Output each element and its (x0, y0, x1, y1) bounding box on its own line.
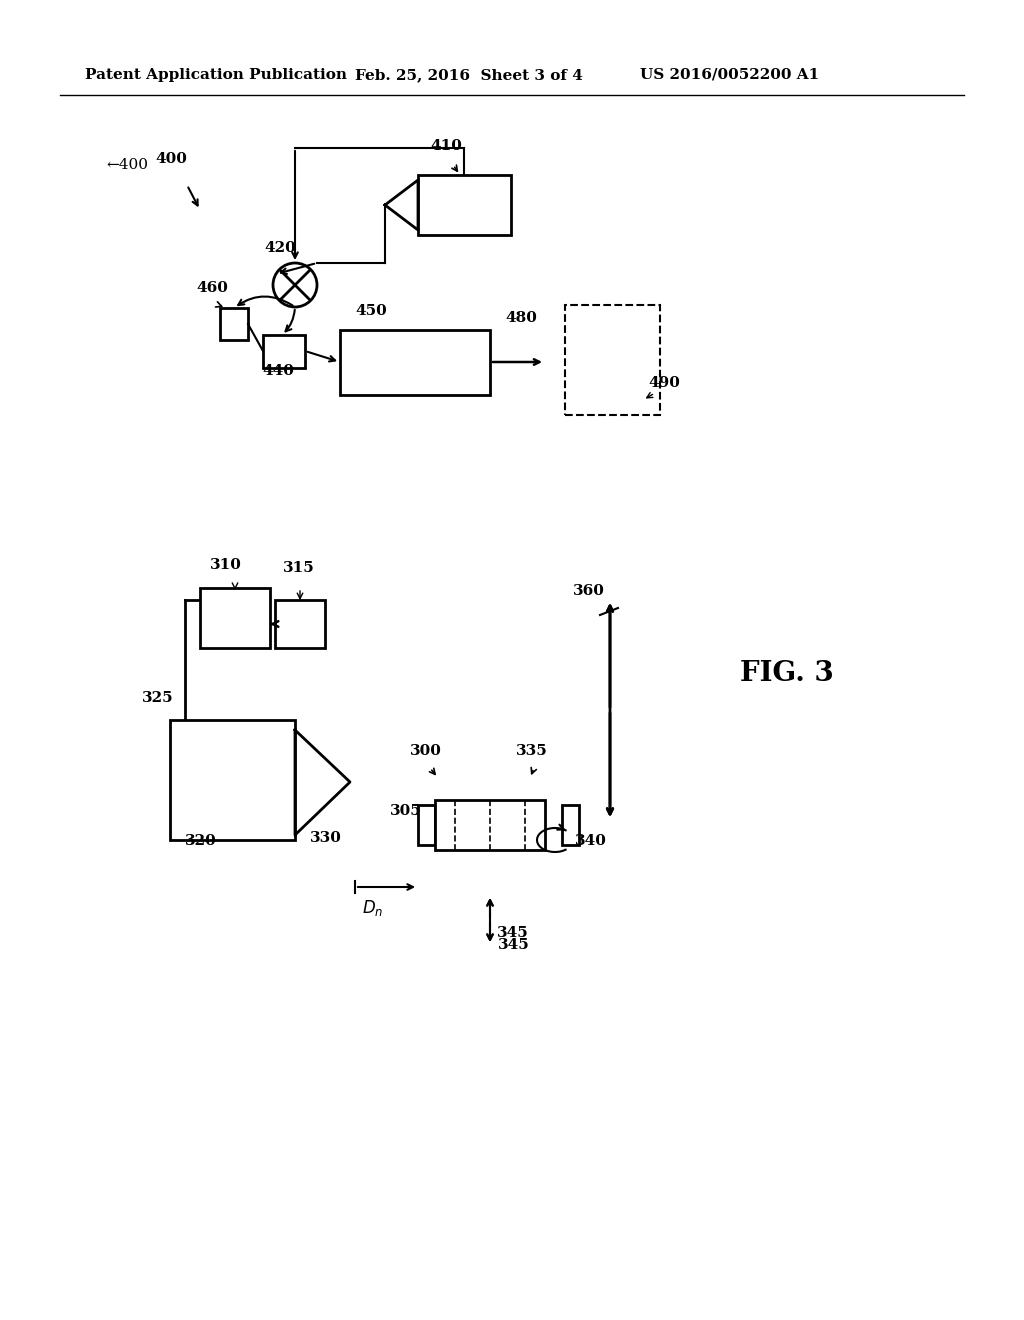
Text: 345: 345 (497, 927, 528, 940)
Bar (435, 800, 545, 850)
Text: 310: 310 (210, 558, 242, 572)
Text: 300: 300 (410, 744, 442, 758)
Bar (562, 805, 579, 845)
Text: 420: 420 (264, 242, 296, 255)
Polygon shape (295, 730, 350, 836)
Text: 480: 480 (505, 312, 537, 325)
Bar (170, 719, 295, 840)
Text: US 2016/0052200 A1: US 2016/0052200 A1 (640, 69, 819, 82)
Text: 325: 325 (142, 690, 174, 705)
Bar (220, 308, 248, 341)
Text: 315: 315 (283, 561, 314, 576)
Bar (340, 330, 490, 395)
Text: 440: 440 (262, 364, 294, 378)
Text: 490: 490 (648, 376, 680, 389)
Text: 320: 320 (185, 834, 217, 847)
Text: $D_n$: $D_n$ (362, 898, 383, 917)
Text: Patent Application Publication: Patent Application Publication (85, 69, 347, 82)
Text: Feb. 25, 2016  Sheet 3 of 4: Feb. 25, 2016 Sheet 3 of 4 (355, 69, 583, 82)
Text: 345: 345 (498, 939, 529, 952)
Text: 460: 460 (196, 281, 228, 294)
Bar (565, 305, 660, 414)
Text: 400: 400 (155, 152, 186, 166)
Text: FIG. 3: FIG. 3 (740, 660, 834, 686)
Bar (275, 601, 325, 648)
Bar (418, 176, 511, 235)
Text: 360: 360 (573, 583, 605, 598)
Text: 410: 410 (430, 139, 462, 153)
Bar (200, 587, 270, 648)
Text: 305: 305 (390, 804, 422, 818)
Text: ←400: ←400 (106, 158, 148, 172)
Text: 340: 340 (575, 834, 607, 847)
Text: 330: 330 (310, 832, 342, 845)
Text: 450: 450 (355, 304, 387, 318)
Polygon shape (385, 180, 418, 230)
Text: 335: 335 (516, 744, 548, 758)
Bar (263, 335, 305, 368)
Bar (418, 805, 435, 845)
